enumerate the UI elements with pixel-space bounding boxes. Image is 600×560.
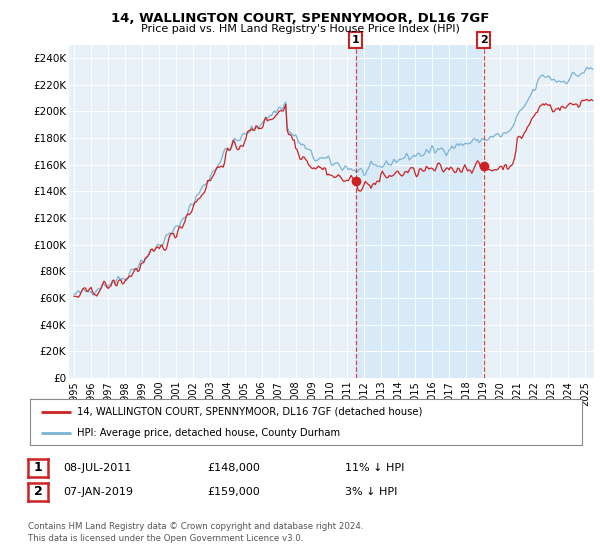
Text: 1: 1: [352, 35, 359, 45]
Text: Price paid vs. HM Land Registry's House Price Index (HPI): Price paid vs. HM Land Registry's House …: [140, 24, 460, 34]
Text: 2: 2: [34, 486, 43, 498]
Text: Contains HM Land Registry data © Crown copyright and database right 2024.
This d: Contains HM Land Registry data © Crown c…: [28, 522, 364, 543]
Text: 3% ↓ HPI: 3% ↓ HPI: [345, 487, 397, 497]
Text: 14, WALLINGTON COURT, SPENNYMOOR, DL16 7GF: 14, WALLINGTON COURT, SPENNYMOOR, DL16 7…: [111, 12, 489, 25]
Text: £159,000: £159,000: [207, 487, 260, 497]
Bar: [356, 45, 484, 378]
Text: 11% ↓ HPI: 11% ↓ HPI: [345, 463, 404, 473]
Text: 2: 2: [479, 35, 487, 45]
Text: 07-JAN-2019: 07-JAN-2019: [63, 487, 133, 497]
Text: 14, WALLINGTON COURT, SPENNYMOOR, DL16 7GF (detached house): 14, WALLINGTON COURT, SPENNYMOOR, DL16 7…: [77, 407, 422, 417]
Text: £148,000: £148,000: [207, 463, 260, 473]
Text: 1: 1: [34, 461, 43, 474]
Text: 08-JUL-2011: 08-JUL-2011: [63, 463, 131, 473]
Text: HPI: Average price, detached house, County Durham: HPI: Average price, detached house, Coun…: [77, 428, 340, 438]
